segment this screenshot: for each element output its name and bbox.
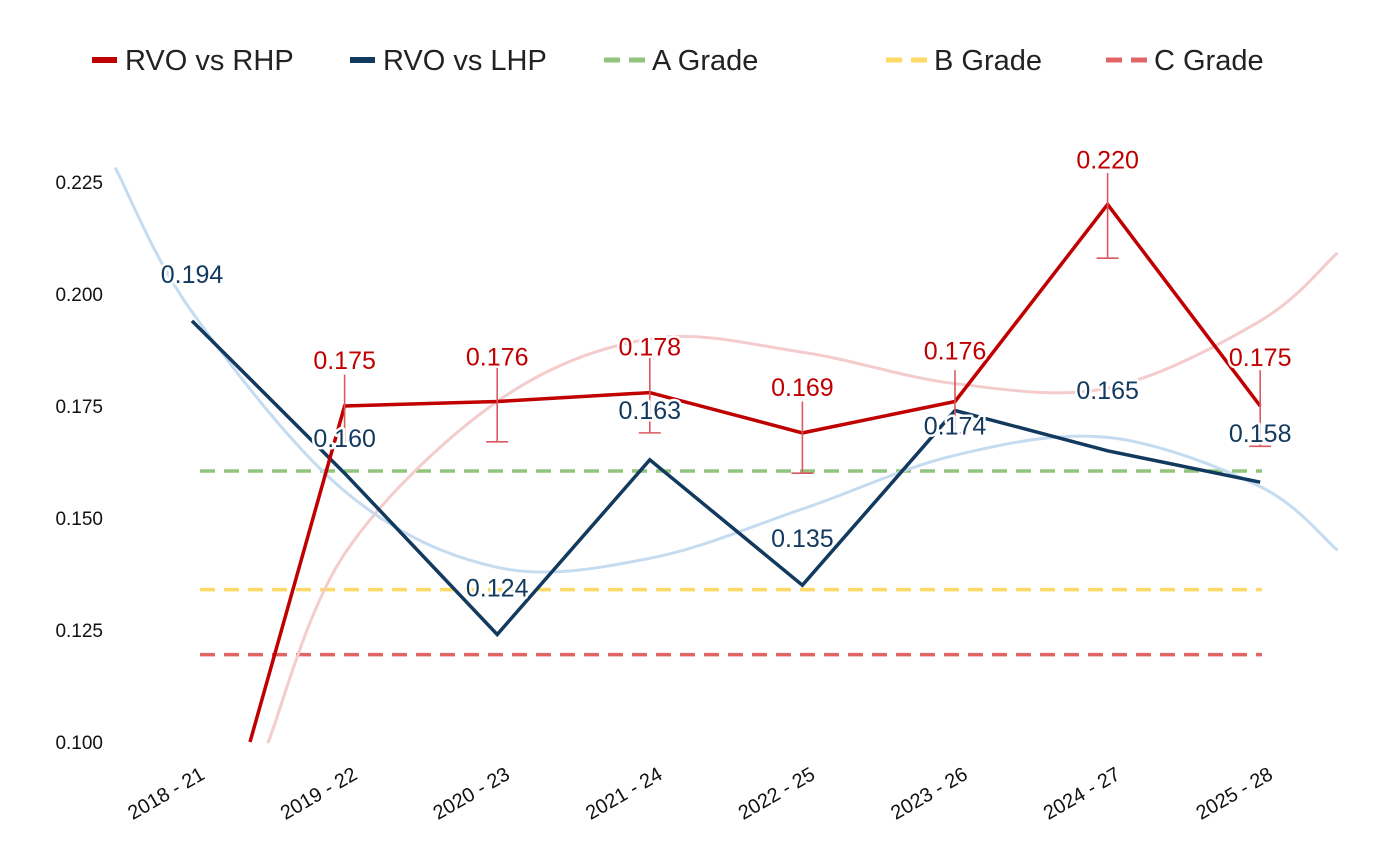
x-tick-label: 2020 - 23	[430, 763, 514, 824]
legend-item-rvo-vs-rhp: RVO vs RHP	[92, 45, 294, 77]
trend-line-rvo-vs-rhp	[266, 252, 1338, 744]
x-tick-label: 2021 - 24	[582, 763, 666, 824]
error-bar	[1096, 173, 1119, 259]
x-axis: 2018 - 21 2019 - 22 2020 - 23 2021 - 24 2022…	[124, 763, 1276, 824]
x-tick-label: 2024 - 27	[1040, 763, 1124, 824]
legend-item-b-grade: B Grade	[886, 45, 1042, 77]
trend-line-rvo-vs-lhp	[114, 167, 1338, 574]
data-label-lhp: 0.160	[313, 425, 376, 453]
data-label-lhp: 0.174	[924, 412, 987, 440]
grade-reference-lines	[200, 469, 1262, 657]
error-bar	[486, 365, 509, 443]
legend-label: B Grade	[934, 45, 1042, 77]
data-label-lhp: 0.194	[161, 261, 224, 289]
legend-label: RVO vs RHP	[125, 45, 294, 77]
legend-label: C Grade	[1154, 45, 1264, 77]
y-tick-label: 0.125	[55, 621, 103, 642]
x-tick-label: 2018 - 21	[124, 763, 208, 824]
data-labels: 0.194 0.160 0.124 0.163 0.135 0.174 0.165 0.158…	[158, 144, 1294, 605]
y-tick-label: 0.200	[55, 285, 103, 306]
x-tick-label: 2023 - 26	[887, 763, 971, 824]
series-line-rvo-vs-rhp	[248, 201, 1262, 743]
y-tick-label: 0.225	[55, 173, 103, 194]
data-series	[190, 201, 1262, 743]
data-label-rhp: 0.175	[1229, 344, 1292, 372]
legend-item-a-grade: A Grade	[604, 45, 758, 77]
legend-label: A Grade	[652, 45, 758, 77]
legend-item-c-grade: C Grade	[1106, 45, 1264, 77]
data-label-lhp: 0.158	[1229, 420, 1292, 448]
data-label-rhp: 0.178	[619, 334, 682, 362]
data-label-rhp: 0.169	[771, 374, 834, 402]
error-bar	[791, 401, 814, 475]
error-bar	[944, 370, 966, 434]
error-bar	[1249, 370, 1272, 448]
y-axis: 0.100 0.125 0.150 0.175 0.200 0.225	[55, 173, 103, 754]
data-label-rhp: 0.176	[466, 344, 529, 372]
series-line-rvo-vs-lhp	[190, 319, 1261, 638]
trend-curves	[114, 167, 1338, 744]
data-label-rhp: 0.220	[1076, 146, 1139, 174]
data-label-lhp: 0.165	[1076, 377, 1139, 405]
y-tick-label: 0.175	[55, 397, 103, 418]
error-bar	[638, 356, 661, 434]
error-bar	[333, 374, 356, 448]
data-label-lhp: 0.124	[466, 574, 529, 602]
error-bars	[333, 173, 1272, 475]
x-tick-label: 2025 - 28	[1193, 763, 1277, 824]
data-label-rhp: 0.176	[924, 338, 987, 366]
chart-legend: RVO vs RHP RVO vs LHP A Grade B Grade C Grad…	[92, 45, 1264, 77]
x-tick-label: 2022 - 25	[735, 763, 819, 824]
data-label-lhp: 0.135	[771, 525, 834, 553]
y-tick-label: 0.150	[55, 509, 103, 530]
legend-item-rvo-vs-lhp: RVO vs LHP	[350, 45, 547, 77]
y-tick-label: 0.100	[55, 733, 103, 754]
data-label-lhp: 0.163	[619, 397, 682, 425]
data-label-rhp: 0.175	[313, 347, 376, 375]
legend-label: RVO vs LHP	[383, 45, 547, 77]
x-tick-label: 2019 - 22	[277, 763, 361, 824]
